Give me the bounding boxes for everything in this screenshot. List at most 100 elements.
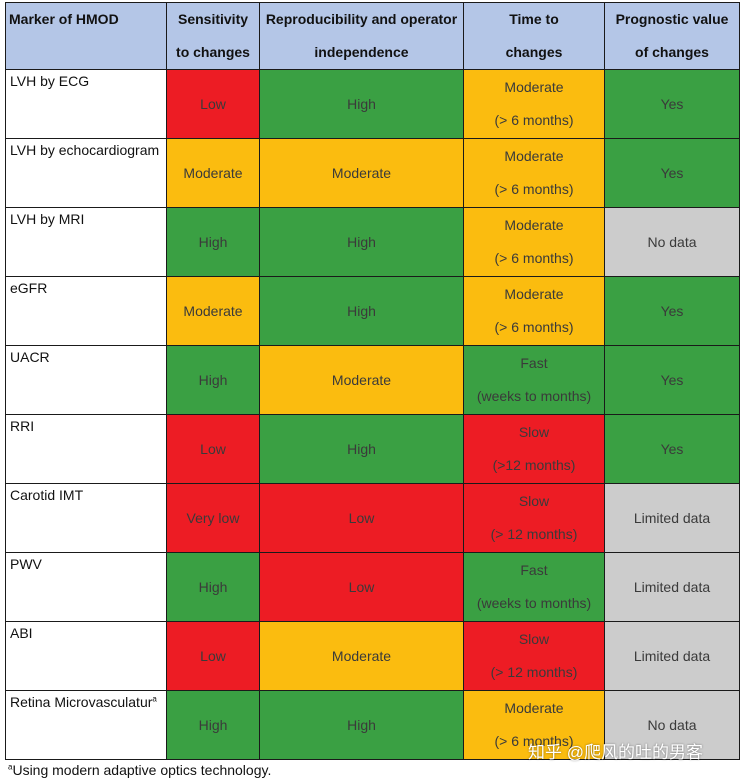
rating-text: Moderate — [504, 217, 564, 233]
rating-text: Moderate — [183, 303, 243, 319]
rating-cell: No data — [604, 690, 740, 760]
rating-text: No data — [647, 717, 697, 733]
marker-cell: UACR — [5, 345, 167, 415]
rating-cell: High — [259, 207, 464, 277]
rating-text: Moderate — [331, 372, 392, 388]
rating-text: (> 6 months) — [494, 733, 574, 749]
rating-cell: Moderate — [166, 138, 260, 208]
header-line: Marker of HMOD — [9, 11, 119, 27]
header-line: independence — [314, 44, 409, 60]
rating-cell: Moderate (> 6 months) — [463, 69, 605, 139]
rating-cell: Moderate — [259, 621, 464, 691]
marker-cell: RRI — [5, 414, 167, 484]
rating-text: (> 6 months) — [494, 112, 574, 128]
hmod-markers-table: Marker of HMOD Sensitivity to changes Repro… — [5, 2, 740, 760]
rating-text: Slow — [518, 631, 550, 647]
rating-text: Low — [200, 96, 226, 112]
rating-text: High — [198, 234, 228, 250]
rating-text: Moderate — [504, 79, 564, 95]
marker-footnote-ref: a — [152, 694, 157, 704]
rating-text: Moderate — [183, 165, 243, 181]
rating-text: High — [347, 234, 376, 250]
rating-cell: Slow (> 12 months) — [463, 483, 605, 553]
rating-text: Low — [200, 441, 226, 457]
rating-text: (> 12 months) — [490, 526, 578, 542]
rating-cell: High — [166, 552, 260, 622]
rating-text: No data — [647, 234, 697, 250]
rating-cell: Moderate — [166, 276, 260, 346]
marker-name: RRI — [10, 418, 35, 434]
table-row: Retina Microvasculatura High High Moderate (… — [5, 690, 740, 760]
table-row: UACR High Moderate Fast (weeks to months) Yes — [5, 345, 740, 415]
marker-name: LVH by ECG — [10, 73, 90, 89]
rating-text: Limited data — [633, 510, 711, 526]
rating-text: High — [198, 717, 228, 733]
marker-name: Carotid IMT — [10, 487, 84, 503]
footnote-marker: a — [8, 762, 13, 772]
marker-name: eGFR — [10, 280, 48, 296]
rating-cell: High — [259, 276, 464, 346]
watermark-text: 知乎 @爬风的吐的男客 — [528, 743, 703, 762]
header-line: to changes — [176, 44, 250, 60]
rating-cell: Yes — [604, 276, 740, 346]
header-line: changes — [505, 44, 563, 60]
table-row: eGFR Moderate High Moderate (> 6 months) Yes — [5, 276, 740, 346]
table-header-row: Marker of HMOD Sensitivity to changes Repro… — [5, 2, 740, 70]
rating-text: Limited data — [633, 579, 711, 595]
rating-text: High — [347, 441, 376, 457]
marker-name: LVH by MRI — [10, 211, 85, 227]
rating-text: Moderate — [504, 286, 564, 302]
rating-cell: High — [166, 690, 260, 760]
rating-text: Low — [348, 579, 375, 595]
rating-cell: Limited data — [604, 483, 740, 553]
rating-text: High — [347, 303, 376, 319]
rating-text: Moderate — [504, 148, 564, 164]
rating-cell: Moderate (> 6 months) — [463, 138, 605, 208]
rating-cell: Moderate (> 6 months) — [463, 207, 605, 277]
rating-cell: Low — [166, 414, 260, 484]
column-header-5: Prognostic value of changes — [604, 2, 740, 70]
rating-cell: Low — [166, 621, 260, 691]
rating-text: (weeks to months) — [476, 595, 592, 611]
footnote-text: Using modern adaptive optics technology. — [12, 762, 272, 778]
rating-text: Slow — [518, 424, 550, 440]
column-header-4: Time to changes — [463, 2, 605, 70]
marker-cell: LVH by ECG — [5, 69, 167, 139]
rating-text: High — [198, 579, 228, 595]
rating-cell: Slow (>12 months) — [463, 414, 605, 484]
marker-cell: ABI — [5, 621, 167, 691]
rating-text: High — [347, 96, 376, 112]
hmod-table-container: Marker of HMOD Sensitivity to changes Repro… — [5, 2, 740, 760]
marker-cell: PWV — [5, 552, 167, 622]
header-line: Sensitivity — [177, 11, 249, 27]
rating-cell: Low — [259, 552, 464, 622]
rating-text: Yes — [660, 372, 684, 388]
table-row: PWV High Low Fast (weeks to months) Limited d… — [5, 552, 740, 622]
rating-text: Moderate — [331, 165, 392, 181]
table-row: Carotid IMT Very low Low Slow (> 12 months) L… — [5, 483, 740, 553]
rating-cell: Limited data — [604, 621, 740, 691]
rating-cell: High — [166, 345, 260, 415]
column-header-1: Marker of HMOD — [5, 2, 167, 70]
rating-text: Yes — [660, 303, 684, 319]
rating-text: (>12 months) — [492, 457, 576, 473]
rating-cell: Limited data — [604, 552, 740, 622]
rating-cell: No data — [604, 207, 740, 277]
rating-cell: Moderate (> 6 months) — [463, 276, 605, 346]
rating-text: Limited data — [633, 648, 711, 664]
column-header-3: Reproducibility and operator independence — [259, 2, 464, 70]
marker-name: PWV — [10, 556, 42, 572]
table-row: RRI Low High Slow (>12 months) Yes — [5, 414, 740, 484]
rating-text: Low — [348, 510, 375, 526]
rating-text: Yes — [660, 165, 684, 181]
rating-text: Very low — [186, 510, 240, 526]
rating-cell: Moderate — [259, 345, 464, 415]
rating-text: Yes — [660, 441, 684, 457]
marker-name: UACR — [10, 349, 50, 365]
marker-name: LVH by echocardiogram — [10, 142, 160, 158]
rating-text: Low — [200, 648, 226, 664]
marker-cell: LVH by MRI — [5, 207, 167, 277]
column-header-2: Sensitivity to changes — [166, 2, 260, 70]
marker-cell: Carotid IMT — [5, 483, 167, 553]
rating-cell: Moderate (> 6 months) — [463, 690, 605, 760]
